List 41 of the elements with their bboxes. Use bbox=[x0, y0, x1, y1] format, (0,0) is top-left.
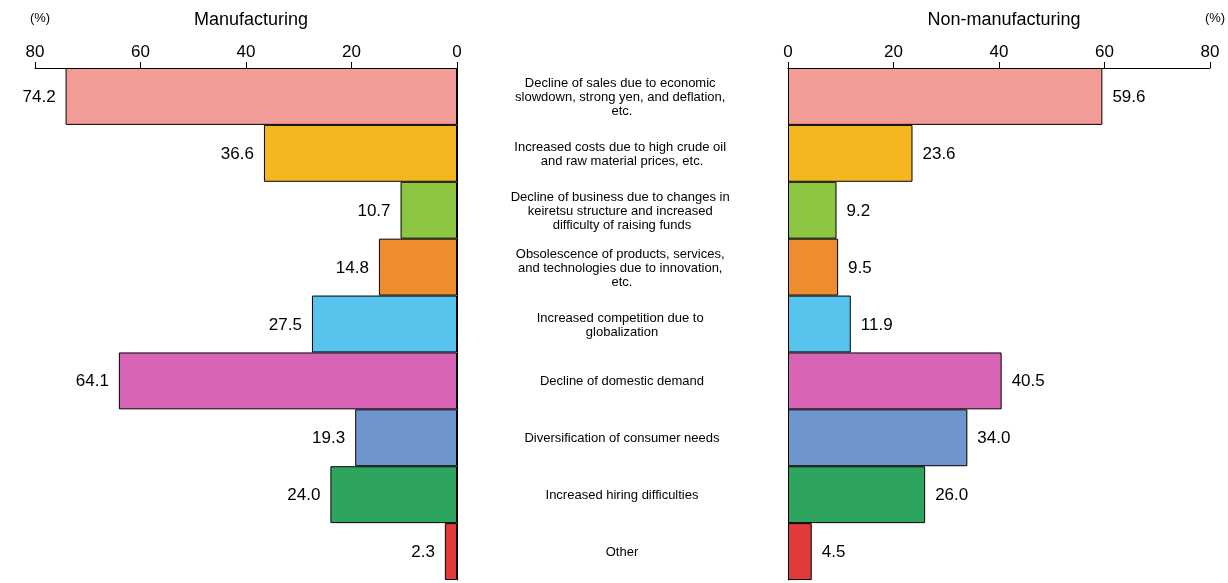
y-tick-label: Decline of business due to changes in keiretsu structure and increased difficulty of raising funds bbox=[510, 188, 734, 232]
data-label: 4.5 bbox=[821, 542, 846, 562]
x-tick-label: 60 bbox=[1095, 42, 1114, 61]
x-axis-title: (%) bbox=[1204, 10, 1226, 25]
data-label: 14.8 bbox=[335, 257, 369, 277]
data-label: 19.3 bbox=[312, 428, 346, 448]
x-tick-label: 60 bbox=[131, 42, 150, 61]
y-tick-label: Increased costs due to high crude oil and raw material prices, etc. bbox=[514, 138, 730, 168]
data-label: 24.0 bbox=[287, 485, 321, 505]
y-tick-label: Decline of sales due to economic slowdown, strong yen, and deflation, etc. bbox=[515, 74, 729, 118]
x-tick-label: 0 bbox=[783, 42, 793, 61]
x-tick-label: 80 bbox=[1200, 42, 1220, 61]
y-tick-label: Diversification of consumer needs bbox=[524, 430, 721, 446]
y-tick-label: Obsolescence of products, services, and technologies due to innovation, etc. bbox=[515, 245, 729, 289]
x-axis-title: (%) bbox=[29, 10, 51, 25]
data-label: 10.7 bbox=[357, 200, 391, 220]
data-label: 64.1 bbox=[75, 371, 109, 391]
data-label: 9.5 bbox=[848, 257, 872, 277]
data-label: 2.3 bbox=[411, 542, 435, 562]
data-label: 36.6 bbox=[220, 143, 254, 163]
x-tick-label: 80 bbox=[25, 42, 45, 61]
x-tick-label: 20 bbox=[342, 42, 361, 61]
y-tick-label: Increased competition due to globalization bbox=[536, 309, 708, 339]
x-tick-label: 20 bbox=[884, 42, 903, 61]
data-label: 9.2 bbox=[846, 200, 871, 220]
data-label: 34.0 bbox=[977, 428, 1011, 448]
y-tick-label: Other bbox=[605, 544, 639, 560]
chart-title: Manufacturing bbox=[193, 9, 309, 29]
x-tick-label: 0 bbox=[452, 42, 462, 61]
x-tick-label: 40 bbox=[236, 42, 256, 61]
y-tick-label: Decline of domestic demand bbox=[539, 373, 705, 389]
data-label: 74.2 bbox=[22, 86, 56, 106]
data-label: 11.9 bbox=[860, 314, 893, 334]
data-label: 26.0 bbox=[935, 485, 969, 505]
data-label: 59.6 bbox=[1112, 86, 1146, 106]
x-tick-label: 40 bbox=[989, 42, 1009, 61]
y-tick-label: Increased hiring difficulties bbox=[545, 487, 699, 503]
data-label: 27.5 bbox=[268, 314, 302, 334]
chart-title: Non-manufacturing bbox=[927, 9, 1081, 29]
data-label: 23.6 bbox=[922, 143, 956, 163]
data-label: 40.5 bbox=[1011, 371, 1045, 391]
